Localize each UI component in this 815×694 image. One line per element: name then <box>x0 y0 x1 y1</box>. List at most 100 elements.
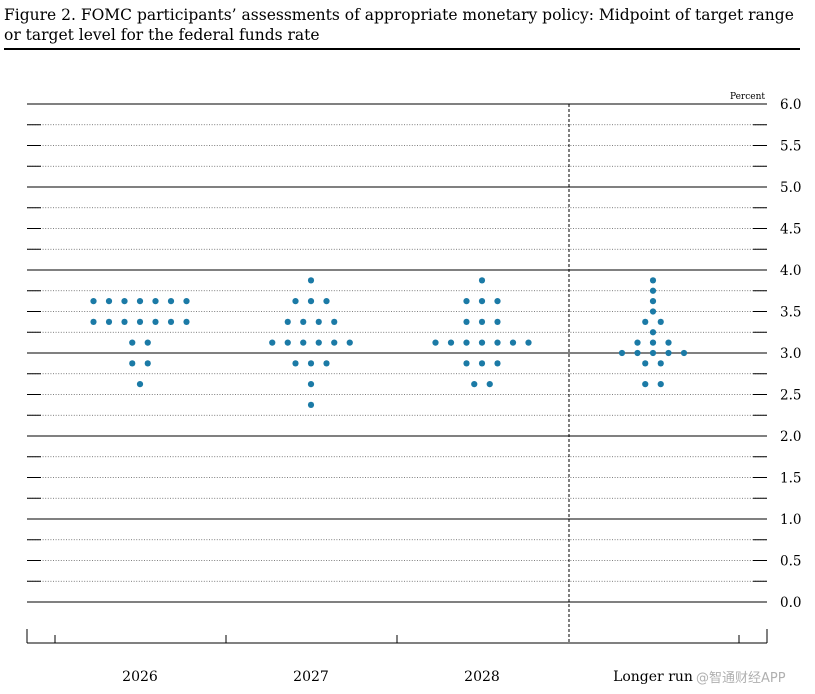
rate-dot <box>447 339 455 346</box>
rate-dot <box>284 339 291 346</box>
rate-dot <box>649 277 657 284</box>
rate-dot <box>331 318 338 325</box>
y-tick-label: 0.0 <box>780 595 801 611</box>
rate-dot <box>183 298 190 305</box>
y-tick-label: 3.5 <box>780 305 801 321</box>
rate-dot <box>136 298 144 305</box>
rate-dot <box>307 401 315 408</box>
rate-dot <box>152 298 159 305</box>
y-tick-label: 0.5 <box>780 554 801 570</box>
rate-dot <box>649 308 657 315</box>
rate-dot <box>90 298 97 305</box>
rate-dot <box>136 381 144 388</box>
y-tick-label: 6.0 <box>780 97 801 113</box>
rate-dot <box>463 360 470 367</box>
rate-dot <box>331 339 338 346</box>
rate-dot <box>478 318 486 325</box>
rate-dot <box>494 298 501 305</box>
rate-dot <box>665 349 672 357</box>
figure-caption-line1: Figure 2. FOMC participants’ assessments… <box>4 6 794 24</box>
rate-dot <box>315 339 322 346</box>
y-tick-label: 1.0 <box>780 512 801 528</box>
figure-caption-line2: or target level for the federal funds ra… <box>4 26 320 44</box>
rate-dot <box>478 360 486 367</box>
x-tick-label: Longer run <box>613 669 693 685</box>
y-tick-label: 1.5 <box>780 471 801 487</box>
rate-dot <box>300 318 307 325</box>
rate-dot <box>649 349 657 357</box>
rate-dot <box>105 298 113 305</box>
rate-dot <box>167 318 175 325</box>
rate-dot <box>634 339 641 346</box>
rate-dot <box>509 339 517 346</box>
rate-dot <box>657 318 664 325</box>
rate-dot <box>284 318 291 325</box>
rate-dot <box>90 318 97 325</box>
rate-dot <box>478 298 486 305</box>
rate-dot <box>183 318 190 325</box>
rate-dot <box>478 277 486 284</box>
rate-dot <box>463 339 470 346</box>
rate-dot <box>307 381 315 388</box>
rate-dot <box>269 339 276 346</box>
rate-dot <box>494 360 501 367</box>
rate-dot <box>463 318 470 325</box>
rate-dot <box>121 318 128 325</box>
rate-dot <box>292 360 299 367</box>
x-axis: 2026 2027 2028 Longer run <box>26 629 768 685</box>
y-tick-label: 2.0 <box>780 429 801 445</box>
y-axis-label: Percent <box>730 92 765 102</box>
rate-dot <box>300 339 307 346</box>
rate-dot <box>657 360 664 367</box>
rate-dot <box>167 298 175 305</box>
rate-dot <box>323 360 330 367</box>
rate-dot <box>152 318 159 325</box>
rate-dot <box>649 298 657 305</box>
rate-dot <box>292 298 299 305</box>
rate-dot <box>649 287 657 294</box>
y-tick-label: 4.5 <box>780 222 801 238</box>
rate-dot <box>649 329 657 336</box>
y-axis: 6.0 5.5 5.0 4.5 4.0 3.5 3.0 2.5 2.0 1.5 1.0 0.5 0.0 <box>780 97 801 611</box>
rate-dot <box>346 339 353 346</box>
rate-dot <box>642 381 649 388</box>
rate-dot <box>642 360 649 367</box>
watermark-text: @智通财经APP <box>696 671 786 686</box>
rate-dot <box>121 298 128 305</box>
x-tick-label: 2026 <box>122 669 158 685</box>
rate-dot <box>144 339 151 346</box>
rate-dot <box>307 360 315 367</box>
rate-dot <box>129 360 136 367</box>
rate-dot <box>463 298 470 305</box>
gridlines <box>27 103 767 643</box>
rate-dot <box>634 349 641 357</box>
rate-dot <box>471 381 478 388</box>
rate-dot <box>680 349 688 357</box>
caption-rule <box>4 48 800 50</box>
rate-dot <box>144 360 151 367</box>
y-tick-label: 5.5 <box>780 139 801 155</box>
rate-dot <box>478 339 486 346</box>
rate-dot <box>657 381 664 388</box>
y-tick-label: 4.0 <box>780 263 801 279</box>
rate-dot <box>618 349 626 357</box>
rate-dot <box>665 339 672 346</box>
rate-dot <box>432 339 439 346</box>
x-tick-label: 2027 <box>293 669 329 685</box>
rate-dot <box>129 339 136 346</box>
y-tick-label: 2.5 <box>780 388 801 404</box>
rate-dot <box>136 318 144 325</box>
x-tick-label: 2028 <box>464 669 500 685</box>
rate-dot <box>315 318 322 325</box>
rate-dot <box>494 318 501 325</box>
rate-dot <box>486 381 493 388</box>
rate-dot <box>323 298 330 305</box>
rate-dot <box>307 298 315 305</box>
rate-dot <box>525 339 532 346</box>
rate-dot <box>642 318 649 325</box>
figure-caption: Figure 2. FOMC participants’ assessments… <box>4 5 804 45</box>
rate-dot <box>307 277 315 284</box>
rate-dot <box>105 318 113 325</box>
rate-dot <box>494 339 501 346</box>
